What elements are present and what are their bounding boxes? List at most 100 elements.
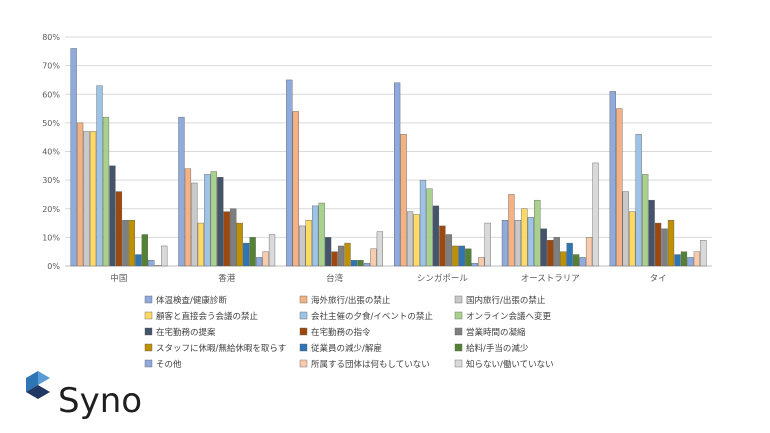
bar: [217, 177, 224, 267]
bar: [629, 211, 636, 267]
bar: [204, 174, 211, 267]
bar: [350, 260, 358, 267]
bars: [70, 48, 707, 267]
bar: [667, 219, 675, 267]
bar: [230, 208, 237, 267]
legend-swatch: [144, 343, 153, 352]
bar: [609, 91, 616, 267]
bar: [478, 257, 485, 267]
legend-label: 従業員の減少/解雇: [311, 343, 382, 354]
legend-swatch: [454, 359, 463, 368]
y-tick-label: 50%: [42, 119, 60, 128]
y-tick-label: 70%: [42, 62, 60, 71]
bar: [161, 245, 168, 267]
legend-swatch: [144, 359, 153, 368]
legend-label: 所属する団体は何もしていない: [311, 359, 430, 370]
logo-shape-top: [38, 371, 50, 385]
legend-label: 海外旅行/出張の禁止: [311, 295, 391, 306]
legend: 体温検査/健康診断 海外旅行/出張の禁止 国内旅行/出張の禁止顧客と直接会う会議の禁…: [144, 295, 554, 370]
bar: [197, 222, 205, 267]
legend-label: その他: [156, 359, 182, 370]
bar: [376, 231, 384, 267]
legend-swatch: [454, 343, 463, 352]
bar: [83, 131, 90, 267]
x-category-label: 台湾: [326, 273, 344, 284]
bar: [184, 168, 192, 267]
bar: [154, 265, 161, 267]
bar: [592, 162, 599, 267]
bar: [102, 116, 110, 267]
legend-label: 在宅勤務の提案: [156, 327, 216, 338]
bar: [572, 254, 580, 267]
bar: [579, 257, 586, 267]
legend-label: 会社主催の夕食/イベントの禁止: [311, 311, 433, 322]
bar: [560, 251, 567, 267]
bar: [236, 222, 243, 267]
x-axis: 中国 香港 台湾 シンガポール オーストラリア タイ: [110, 273, 666, 284]
bar: [648, 199, 655, 267]
bar: [654, 222, 662, 267]
bar: [370, 248, 377, 267]
bar: [426, 188, 433, 267]
bar: [178, 116, 185, 267]
bar: [471, 262, 478, 267]
legend-swatch: [454, 327, 463, 336]
bar: [514, 219, 522, 267]
bar: [312, 205, 319, 267]
bar: [255, 257, 263, 267]
bar: [508, 194, 515, 267]
bar: [465, 248, 472, 267]
bar: [268, 234, 276, 267]
bar: [331, 251, 338, 267]
bar: [286, 79, 293, 267]
bar: [89, 131, 97, 267]
syno-logo: Syno: [26, 371, 142, 421]
bar: [674, 254, 681, 267]
bar: [337, 245, 345, 267]
bar: [357, 260, 364, 267]
bar: [566, 242, 573, 267]
bar: [210, 171, 217, 267]
bar: [585, 237, 593, 267]
bar: [484, 222, 491, 267]
legend-label: 国内旅行/出張の禁止: [466, 295, 546, 306]
legend-label: スタッフに休暇/無給休暇を取らす: [156, 343, 286, 354]
bar: [616, 108, 623, 267]
bar: [249, 237, 256, 267]
y-tick-label: 10%: [42, 233, 60, 242]
legend-swatch: [299, 343, 308, 352]
bar: [547, 240, 554, 267]
bar: [299, 225, 306, 267]
bar: [128, 219, 135, 267]
bar: [439, 225, 446, 267]
legend-swatch: [144, 311, 153, 320]
bar: [445, 234, 453, 267]
y-axis: 0% 10% 20% 30% 40% 50% 60% 70% 80%: [42, 33, 60, 271]
bar: [635, 134, 642, 267]
bar: [419, 179, 427, 267]
legend-label: 在宅勤務の指令: [311, 327, 371, 338]
bar: [432, 205, 440, 267]
bar: [393, 82, 401, 267]
bar: [115, 191, 123, 267]
legend-swatch: [299, 359, 308, 368]
bar: [693, 251, 701, 267]
y-tick-label: 40%: [42, 148, 60, 157]
legend-swatch: [299, 311, 308, 320]
bar: [223, 211, 230, 267]
y-tick-label: 20%: [42, 205, 60, 214]
bar: [406, 211, 414, 267]
bar: [344, 242, 351, 267]
y-tick-label: 80%: [42, 33, 60, 42]
bar: [122, 219, 129, 267]
bar: [96, 85, 103, 267]
logo-text: Syno: [58, 381, 142, 421]
bar: [305, 219, 312, 267]
legend-label: 顧客と直接会う会議の禁止: [156, 311, 259, 322]
bar: [553, 237, 560, 267]
bar: [661, 228, 668, 267]
gridlines: [65, 36, 712, 267]
bar: [687, 257, 694, 267]
bar: [141, 234, 148, 267]
